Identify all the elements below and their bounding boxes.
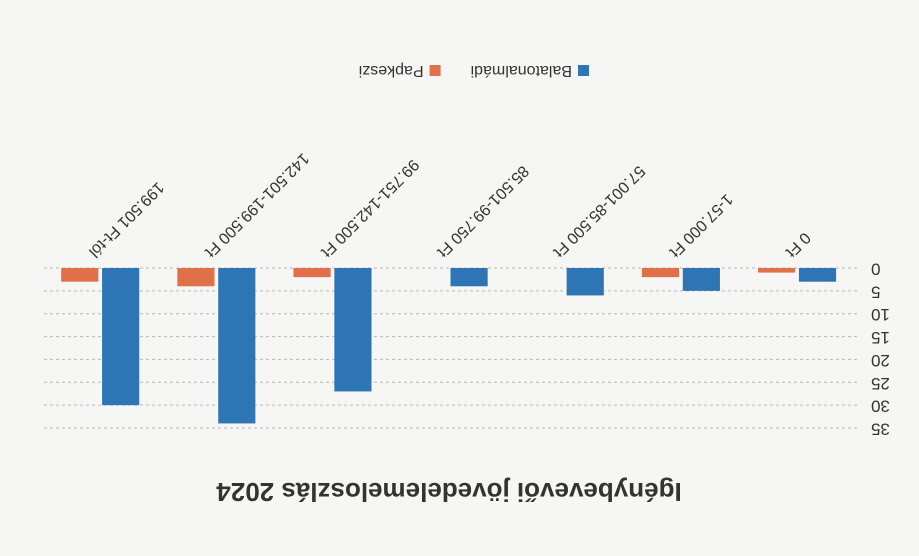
- y-tick-label: 10: [871, 305, 890, 324]
- bar: [218, 268, 256, 424]
- legend-label: Balatonalmádi: [471, 62, 572, 79]
- bar: [334, 268, 372, 392]
- legend-label: Papkeszi: [359, 62, 424, 79]
- bar: [566, 268, 604, 296]
- bar: [61, 268, 99, 282]
- legend-swatch: [429, 65, 441, 76]
- y-tick-label: 35: [871, 420, 890, 439]
- bar: [450, 268, 488, 287]
- legend-swatch: [578, 65, 589, 76]
- y-tick-label: 25: [871, 374, 890, 393]
- y-tick-label: 30: [871, 397, 890, 416]
- y-tick-label: 0: [871, 260, 880, 279]
- bar: [641, 268, 680, 278]
- bar: [758, 268, 796, 273]
- bar: [682, 268, 720, 291]
- bar: [293, 268, 331, 278]
- y-tick-label: 5: [871, 282, 880, 301]
- chart-title: Igénybevevői jövedelemeloszlás 2024: [216, 477, 682, 507]
- bar: [102, 268, 140, 406]
- y-tick-label: 20: [871, 351, 890, 370]
- bar: [798, 268, 837, 282]
- y-tick-label: 15: [871, 328, 890, 347]
- bar: [177, 268, 215, 287]
